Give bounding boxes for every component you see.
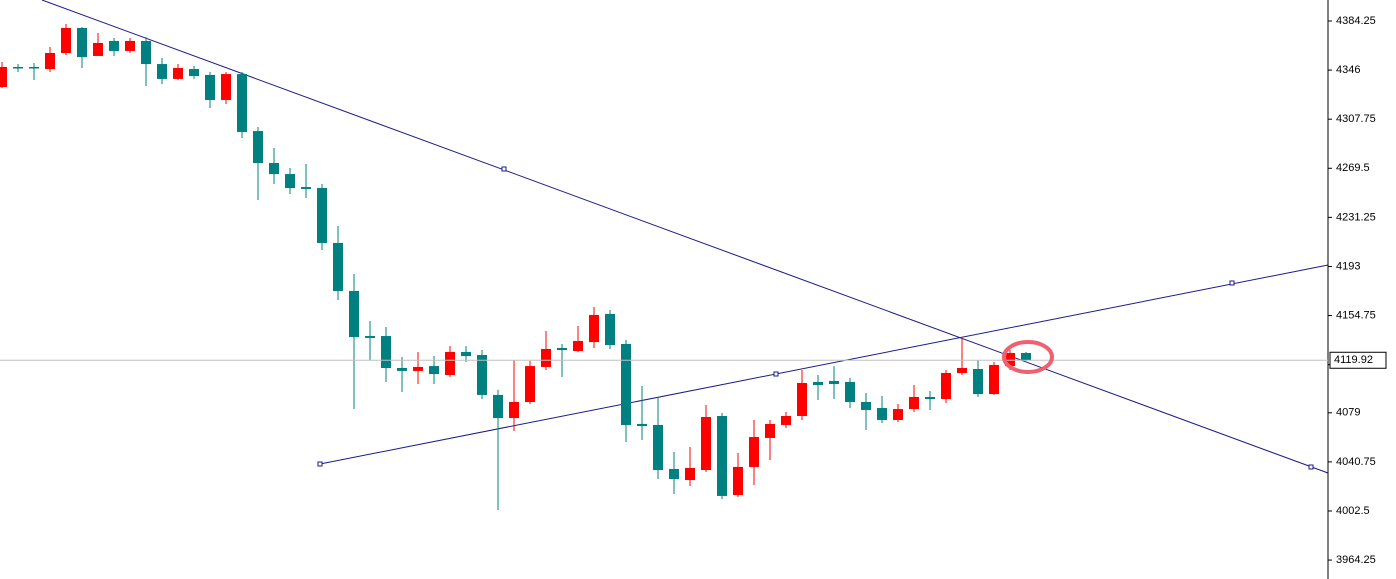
candle-body	[1005, 352, 1015, 367]
candle-body	[333, 242, 343, 291]
candle-body	[909, 396, 919, 410]
drawings	[41, 0, 1329, 474]
candle-body	[301, 187, 311, 189]
current-price-label: 4119.92	[1334, 354, 1373, 366]
candle-body	[429, 366, 439, 375]
candle-body	[781, 415, 791, 425]
y-tick-label: 3964.25	[1336, 554, 1376, 566]
candle-body	[413, 366, 423, 371]
candle-body	[0, 67, 7, 88]
candle-body	[589, 314, 599, 343]
candle-body	[317, 188, 327, 243]
candle-body	[893, 409, 903, 420]
candle-body	[125, 40, 135, 51]
y-tick-label: 4346	[1336, 64, 1360, 76]
candle-body	[605, 313, 615, 346]
candle-body	[941, 372, 951, 400]
candle-body	[381, 336, 391, 368]
y-tick-label: 4040.75	[1336, 456, 1376, 468]
candle-body	[349, 290, 359, 338]
candle-body	[989, 365, 999, 395]
y-tick-label: 4002.5	[1336, 505, 1370, 517]
candle-body	[845, 381, 855, 403]
candle-body	[621, 343, 631, 425]
y-tick-label: 4193	[1336, 260, 1360, 272]
line-handle	[773, 371, 779, 377]
candle-body	[29, 67, 39, 69]
line-handle	[1229, 280, 1235, 286]
candle-body	[173, 68, 183, 79]
candle-body	[509, 402, 519, 419]
candle-body	[797, 383, 807, 416]
y-tick-label: 4154.75	[1336, 309, 1376, 321]
line-handle	[317, 461, 323, 467]
candle-body	[573, 341, 583, 352]
candle-body	[701, 417, 711, 471]
candle-body	[957, 367, 967, 373]
candle-body	[93, 42, 103, 56]
candle-body	[557, 347, 567, 351]
candle-body	[733, 466, 743, 496]
candle-body	[765, 423, 775, 438]
candle-body	[221, 74, 231, 100]
candle-body	[157, 64, 167, 79]
candle-body	[717, 415, 727, 496]
current-price-box	[1329, 351, 1387, 369]
y-tick-label: 4269.5	[1336, 162, 1370, 174]
line-handle	[501, 166, 507, 172]
candle-body	[61, 27, 71, 54]
candle-body	[205, 74, 215, 100]
candle-body	[189, 69, 199, 76]
candle-body	[749, 437, 759, 467]
candle-body	[861, 402, 871, 410]
candle-body	[525, 366, 535, 403]
candle-body	[45, 53, 55, 70]
candle-body	[397, 367, 407, 371]
candle-body	[653, 424, 663, 471]
candle-body	[813, 381, 823, 386]
candle-body	[477, 355, 487, 395]
trend-line	[319, 264, 1329, 465]
candle-body	[925, 396, 935, 400]
candle-body	[285, 174, 295, 189]
y-tick-label: 4231.25	[1336, 211, 1376, 223]
candle-body	[877, 408, 887, 420]
candle-body	[13, 67, 23, 69]
highlight-circle	[1002, 340, 1054, 374]
candle-body	[269, 163, 279, 175]
candle-body	[365, 336, 375, 338]
candle-body	[637, 423, 647, 427]
y-tick-label: 4079	[1336, 407, 1360, 419]
candle-body	[253, 131, 263, 164]
y-tick-label: 4307.75	[1336, 113, 1376, 125]
candle-body	[141, 40, 151, 65]
candle-body	[669, 469, 679, 480]
candle-body	[829, 380, 839, 385]
candle-body	[237, 74, 247, 132]
candle-body	[445, 351, 455, 376]
candle-body	[461, 351, 471, 357]
candle-body	[109, 40, 119, 51]
candle-body	[1021, 352, 1031, 361]
candle-body	[685, 467, 695, 481]
candle-body	[493, 394, 503, 419]
y-tick-label: 4384.25	[1336, 15, 1376, 27]
line-handle	[1308, 464, 1314, 470]
candle-body	[541, 348, 551, 367]
candle-body	[77, 27, 87, 57]
trend-line	[41, 0, 1329, 474]
candle-body	[973, 369, 983, 395]
